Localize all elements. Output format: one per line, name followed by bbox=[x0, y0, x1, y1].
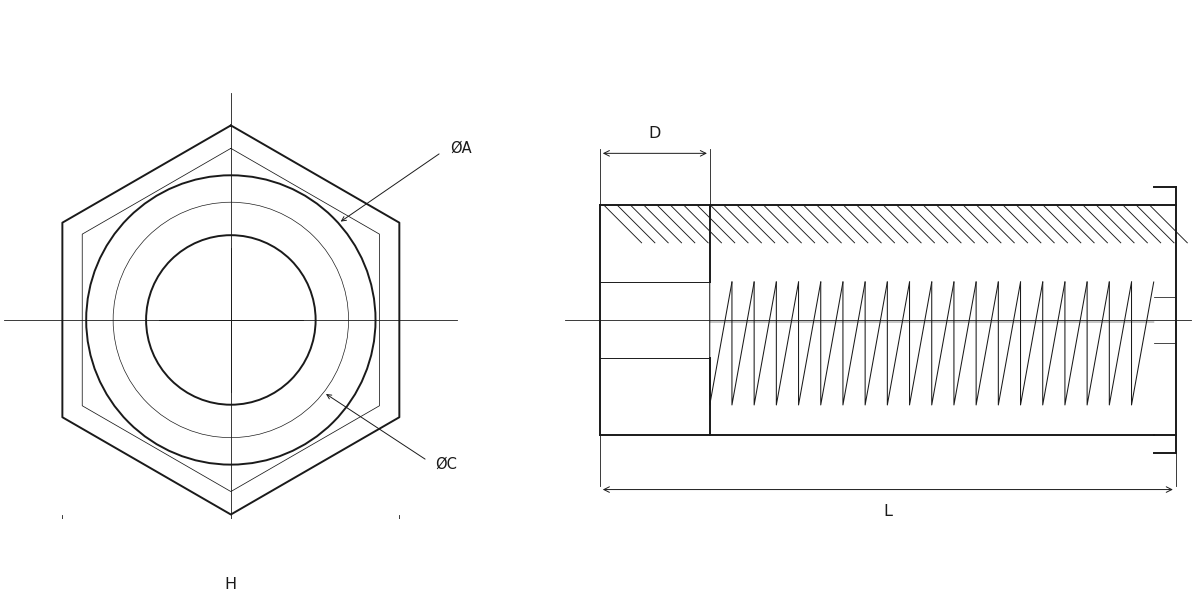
Text: H: H bbox=[224, 577, 236, 592]
Text: ØA: ØA bbox=[450, 141, 472, 156]
Text: L: L bbox=[883, 504, 893, 519]
Text: ØC: ØC bbox=[436, 457, 457, 472]
Text: D: D bbox=[649, 126, 661, 141]
